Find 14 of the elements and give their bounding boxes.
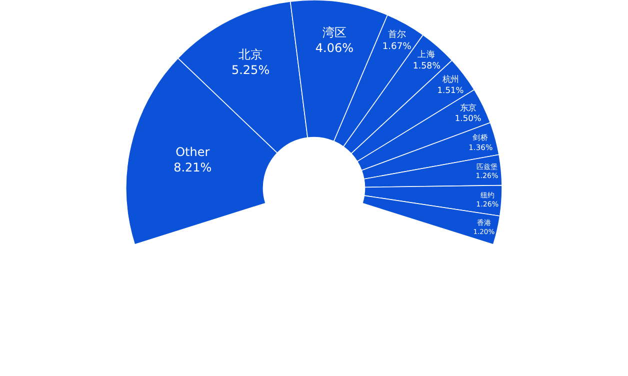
data-label: 8.21%: [174, 160, 212, 175]
slice-label: 杭州: [441, 74, 458, 84]
data-label: 1.67%: [382, 42, 412, 52]
slice-label: Other: [176, 145, 210, 159]
slice-label: 首尔: [388, 29, 406, 40]
slice-label: 湾区: [322, 26, 346, 40]
data-label: 5.25%: [231, 63, 270, 78]
slice-label: 北京: [238, 47, 263, 62]
slice-label: 东京: [460, 102, 476, 112]
slice-label: 上海: [418, 49, 436, 60]
data-label: 1.58%: [412, 62, 440, 72]
data-label: 1.50%: [454, 113, 482, 124]
data-label: 4.06%: [315, 41, 354, 56]
data-label: 1.51%: [437, 84, 464, 95]
